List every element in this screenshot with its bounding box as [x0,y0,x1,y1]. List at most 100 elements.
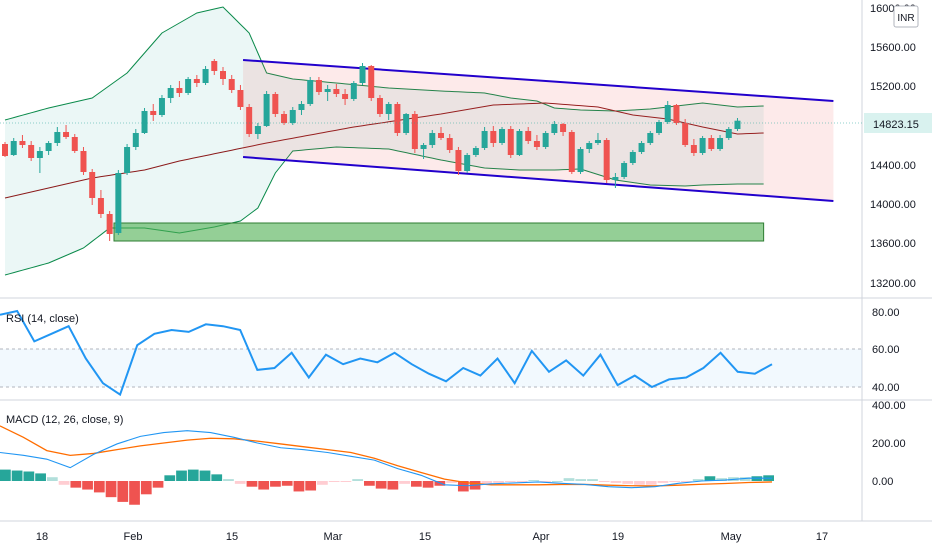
macd-histogram-bar [117,481,129,502]
macd-histogram-bar [598,481,610,482]
candle-body [690,145,697,153]
candle-body [376,98,383,114]
macd-histogram-bar [657,481,669,483]
candle-body [464,155,471,171]
time-tick-label: 18 [36,531,48,543]
macd-histogram-bar [704,476,716,481]
price-tick-label: 14000.00 [870,199,916,211]
candle-body [246,107,253,134]
macd-tick-label: 0.00 [872,476,893,488]
macd-histogram-bar [610,481,622,483]
candle-body [629,152,636,163]
candle-body [551,124,558,133]
macd-histogram-bar [0,469,11,481]
candle-body [80,151,87,172]
macd-tick-label: 400.00 [872,400,906,412]
price-tick-label: 13200.00 [870,278,916,290]
macd-signal-line [0,425,773,487]
candle-body [193,79,200,83]
time-tick-label: 15 [226,531,238,543]
macd-histogram-bar [587,479,598,481]
candle-body [298,104,305,110]
time-tick-label: Apr [532,531,549,543]
macd-histogram-bar [739,477,751,481]
macd-histogram-bar [58,481,70,485]
macd-tick-label: 200.00 [872,438,906,450]
candle-body [106,214,113,234]
candle-body [725,129,732,138]
candle-body [324,89,331,92]
candle-body [664,105,671,122]
candle-body [481,131,488,148]
macd-histogram-bar [211,474,223,481]
candle-body [28,145,35,158]
macd-histogram-bar [352,479,364,481]
channel-upper-line [242,59,834,102]
candle-body [533,141,540,147]
macd-histogram-bar [399,481,410,484]
macd-histogram-bar [634,481,645,485]
candle-body [36,151,43,158]
candle-body [228,79,235,90]
macd-histogram-bar [516,481,528,482]
macd-histogram-bar [563,478,575,481]
support-zone-rect [113,222,765,242]
candle-body [647,133,654,143]
candle-body [315,80,322,92]
candle-body [254,126,261,134]
candle-body [97,198,104,214]
candle-body [211,61,218,71]
channel-fill [243,60,834,201]
candle-body [71,137,78,151]
macd-histogram-bar [681,481,692,482]
macd-histogram-bar [692,479,704,481]
candle-body [132,133,139,147]
candle-body [359,66,366,83]
rsi-tick-label: 80.00 [872,307,900,319]
macd-histogram-bar [176,470,187,481]
macd-histogram-bar [140,481,152,495]
candle-body [394,104,401,133]
candle-body [2,144,8,156]
candle-body [472,148,479,155]
time-tick-label: 17 [816,531,828,543]
macd-histogram-bar [622,481,634,484]
candle-body [717,138,724,149]
macd-histogram-bar [305,481,317,491]
candle-body [612,177,619,180]
price-tick-label: 15600.00 [870,42,916,54]
macd-histogram-bar [234,481,246,484]
macd-histogram-bar [35,473,46,481]
price-tick-label: 14400.00 [870,160,916,172]
candle-body [220,71,226,79]
macd-histogram-bar [387,481,399,490]
candle-body [673,105,680,123]
currency-badge[interactable] [893,5,919,28]
candle-body [272,94,279,114]
macd-histogram-bar [317,481,328,485]
candle-body [158,98,165,115]
macd-histogram-bar [375,481,387,489]
candle-body [603,140,610,180]
macd-histogram-bar [669,481,681,482]
candle-body [638,143,645,152]
candle-body [490,131,497,143]
macd-histogram-bar [270,481,281,487]
candle-body [54,132,61,143]
time-tick-label: Mar [324,531,343,543]
bollinger-band-fill [5,7,764,275]
macd-histogram-bar [293,481,305,492]
rsi-line [0,309,773,397]
currency-label: INR [897,13,914,24]
macd-histogram-bar [446,481,457,483]
candle-body [560,124,567,132]
price-tick-label: 13600.00 [870,238,916,250]
descending-channel [242,59,834,202]
macd-pane [0,425,774,505]
bollinger-basis-line [4,102,764,199]
time-tick-label: 15 [419,531,431,543]
macd-histogram-bar [82,481,93,490]
macd-histogram-bar [645,481,657,485]
macd-histogram-bar [457,481,469,492]
